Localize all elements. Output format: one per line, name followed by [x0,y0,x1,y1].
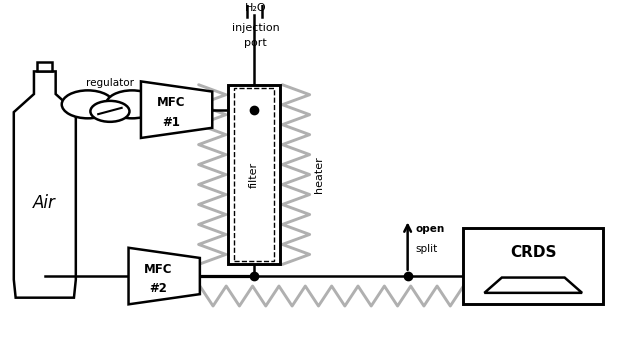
Polygon shape [485,278,582,293]
Text: H₂O: H₂O [245,3,267,13]
Circle shape [90,101,130,122]
Text: regulator: regulator [86,78,134,87]
Bar [228,85,280,264]
Text: MFC: MFC [156,96,185,109]
Polygon shape [141,81,212,138]
Bar [234,88,274,261]
Text: open: open [415,224,444,235]
Bar [37,62,52,72]
Bar [464,228,603,304]
Text: #1: #1 [162,116,180,128]
Text: CRDS: CRDS [510,245,556,260]
Text: heater: heater [314,156,324,193]
Text: split: split [415,244,437,255]
Polygon shape [14,72,76,298]
Text: #2: #2 [150,282,168,295]
Text: filter: filter [249,161,259,187]
Text: injection: injection [232,23,280,33]
Text: port: port [244,38,267,48]
Circle shape [62,91,114,118]
Text: MFC: MFC [145,263,173,276]
Circle shape [106,91,158,118]
Polygon shape [128,248,200,304]
Text: Air: Air [34,194,56,212]
